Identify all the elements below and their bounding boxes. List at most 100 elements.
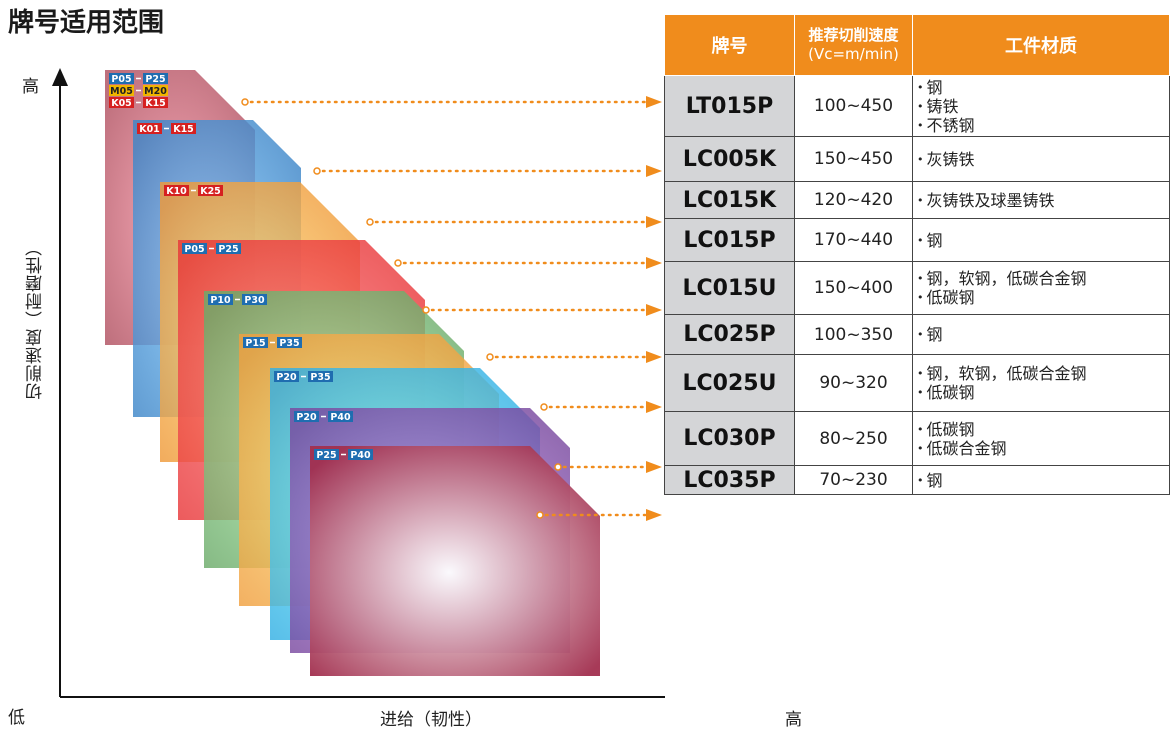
tag-from-box bbox=[182, 243, 207, 254]
material-cell: 钢铸铁不锈钢 bbox=[912, 75, 1170, 137]
tag-from-text: P20 bbox=[276, 372, 297, 383]
material-item: 钢，软钢，低碳合金钢 bbox=[917, 364, 1169, 383]
tag-to-box bbox=[143, 97, 168, 108]
tag-to-text: P25 bbox=[218, 244, 238, 255]
header-grade: 牌号 bbox=[664, 14, 795, 76]
grade-cell: LC015P bbox=[664, 218, 795, 262]
tag-from-text: M05 bbox=[110, 86, 133, 97]
tag-to-box bbox=[143, 73, 168, 84]
grade-range-tag: P15 P35 bbox=[243, 337, 302, 349]
connector-arrow-icon bbox=[646, 401, 662, 413]
connector-start-dot bbox=[394, 259, 402, 267]
connector-arrow-icon bbox=[646, 304, 662, 316]
connector-start-dot bbox=[554, 463, 562, 471]
material-cell: 灰铸铁 bbox=[912, 136, 1170, 182]
grade-range-tag: M05 M20 bbox=[109, 85, 168, 97]
material-cell: 钢 bbox=[912, 465, 1170, 495]
tag-to-text: P25 bbox=[145, 74, 165, 85]
tag-to-text: P35 bbox=[279, 338, 299, 349]
grade-range-tag: K05 K15 bbox=[109, 97, 168, 109]
connector-lt015p bbox=[241, 96, 662, 108]
tag-from-box bbox=[109, 85, 134, 96]
y-axis-arrow-icon bbox=[52, 68, 68, 86]
tag-to-box bbox=[308, 371, 333, 382]
tag-to-text: K25 bbox=[200, 186, 221, 197]
speed-cell: 80~250 bbox=[794, 411, 913, 466]
tag-to-box bbox=[328, 411, 353, 422]
grade-range-tag: P10 P30 bbox=[208, 294, 267, 306]
tag-from-box bbox=[294, 411, 319, 422]
speed-cell: 90~320 bbox=[794, 354, 913, 412]
x-axis-high-label: 高 bbox=[785, 710, 802, 730]
tag-to-text: P40 bbox=[350, 450, 371, 461]
material-item: 低碳钢 bbox=[917, 288, 1169, 307]
header-speed: 推荐切削速度 (Vc=m/min) bbox=[794, 14, 913, 76]
tag-to-box bbox=[171, 123, 196, 134]
table-header-row: 牌号 推荐切削速度 (Vc=m/min) 工件材质 bbox=[664, 14, 1170, 76]
material-item: 钢 bbox=[917, 325, 1169, 344]
grade-range-tag: P25 P40 bbox=[314, 449, 373, 461]
connector-lc030p bbox=[554, 461, 662, 473]
tag-to-box bbox=[216, 243, 241, 254]
connector-lc035p bbox=[536, 509, 662, 521]
material-item: 不锈钢 bbox=[917, 116, 1169, 135]
tag-from-text: P25 bbox=[316, 450, 336, 461]
tag-from-box bbox=[243, 337, 268, 348]
tag-from-box bbox=[109, 97, 134, 108]
grade-range-tag: P05 P25 bbox=[182, 243, 241, 255]
tag-to-text: P35 bbox=[310, 372, 330, 383]
grade-range-tag: P20 P35 bbox=[274, 371, 333, 383]
speed-cell: 120~420 bbox=[794, 181, 913, 219]
grade-cell: LC015K bbox=[664, 181, 795, 219]
tag-to-text: K15 bbox=[145, 98, 166, 109]
connector-start-dot bbox=[536, 511, 544, 519]
tag-to-box bbox=[143, 85, 168, 96]
connector-arrow-icon bbox=[646, 165, 662, 177]
connector-start-dot bbox=[313, 167, 321, 175]
connector-lc025p bbox=[486, 351, 662, 363]
tag-to-text: K15 bbox=[173, 124, 194, 135]
material-cell: 钢 bbox=[912, 314, 1170, 355]
connector-arrow-icon bbox=[646, 216, 662, 228]
header-speed-line1: 推荐切削速度 bbox=[808, 26, 899, 44]
material-cell: 钢 bbox=[912, 218, 1170, 262]
speed-cell: 100~350 bbox=[794, 314, 913, 355]
connector-lc005k bbox=[313, 165, 662, 177]
tag-from-text: P05 bbox=[184, 244, 204, 255]
grade-cell: LC035P bbox=[664, 465, 795, 495]
x-axis-label: 进给（韧性） bbox=[380, 710, 482, 730]
tag-to-box bbox=[198, 185, 223, 196]
tag-to-text: M20 bbox=[144, 86, 167, 97]
tag-from-box bbox=[164, 185, 189, 196]
material-item: 低碳钢 bbox=[917, 383, 1169, 402]
speed-cell: 150~450 bbox=[794, 136, 913, 182]
material-item: 钢，软钢，低碳合金钢 bbox=[917, 269, 1169, 288]
connector-start-dot bbox=[486, 353, 494, 361]
material-item: 低碳合金钢 bbox=[917, 439, 1169, 458]
connector-start-dot bbox=[540, 403, 548, 411]
tag-from-box bbox=[314, 449, 339, 460]
material-item: 钢 bbox=[917, 471, 1169, 490]
grade-cell: LC005K bbox=[664, 136, 795, 182]
connector-lc015k bbox=[366, 216, 662, 228]
tag-from-text: P05 bbox=[111, 74, 131, 85]
connector-arrow-icon bbox=[646, 509, 662, 521]
grade-cell: LC025P bbox=[664, 314, 795, 355]
connector-arrow-icon bbox=[646, 351, 662, 363]
origin-low-label: 低 bbox=[8, 708, 25, 728]
tag-from-text: P15 bbox=[245, 338, 265, 349]
material-item: 钢 bbox=[917, 231, 1169, 250]
material-item: 灰铸铁 bbox=[917, 150, 1169, 169]
material-cell: 钢，软钢，低碳合金钢低碳钢 bbox=[912, 354, 1170, 412]
connector-arrow-icon bbox=[646, 257, 662, 269]
tag-from-box bbox=[274, 371, 299, 382]
material-item: 钢 bbox=[917, 78, 1169, 97]
